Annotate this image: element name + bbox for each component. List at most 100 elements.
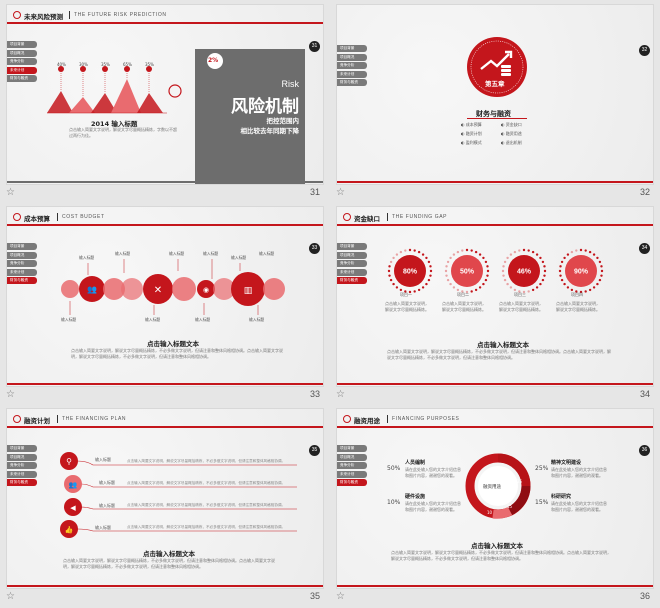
ring-dot xyxy=(413,249,416,252)
star-icon[interactable]: ☆ xyxy=(336,389,345,400)
nav-item[interactable]: 财务与融资 xyxy=(7,75,37,82)
slide-35-cell[interactable]: 融资计划 THE FINANCING PLAN 项目背景 项目概况 竞争分析 未… xyxy=(0,404,330,606)
nav-item-active[interactable]: 未来计划 xyxy=(7,66,37,74)
slide-31[interactable]: 未来风险预测 THE FUTURE RISK PREDICTION 项目背景 项… xyxy=(6,4,324,185)
ring-dot xyxy=(470,290,473,293)
ring-dot xyxy=(541,260,545,264)
star-icon[interactable]: ☆ xyxy=(336,187,345,198)
nav-item[interactable]: 未来计划 xyxy=(7,268,37,276)
body-text: 点击输入简要文字说明，解说文字尽量概括精炼，不必多做文字说明，但请注意和整体风格… xyxy=(71,348,283,359)
star-icon[interactable]: ☆ xyxy=(6,591,15,602)
slide-nav: 项目背景 项目概况 竞争分析 未来计划 财务与融资 xyxy=(337,243,367,286)
star-icon[interactable]: ☆ xyxy=(6,187,15,198)
chapter-item[interactable]: 融资计划 xyxy=(465,131,482,136)
ring-dot xyxy=(575,290,578,293)
body-text: 点击输入简要文字说明，解说文字尽量概括精炼，不必多做文字说明，但请注意和整体风格… xyxy=(63,558,275,569)
ring-dot xyxy=(543,265,546,268)
slide-31-cell[interactable]: 未来风险预测 THE FUTURE RISK PREDICTION 项目背景 项… xyxy=(0,0,330,202)
nav-item[interactable]: 项目概况 xyxy=(7,49,37,57)
ring-dot xyxy=(518,290,521,293)
nav-item[interactable]: 竞争分析 xyxy=(337,260,367,267)
slide-35[interactable]: 融资计划 THE FINANCING PLAN 项目背景 项目概况 竞争分析 未… xyxy=(6,408,324,589)
nav-item[interactable]: 竞争分析 xyxy=(7,260,37,267)
bubble-label: 输入标题 xyxy=(203,251,219,256)
slide-nav: 项目背景 项目概况 竞争分析 未来计划 财务与融资 xyxy=(7,41,37,84)
slide-33[interactable]: 成本预算 COST BUDGET 项目背景 项目概况 竞争分析 未来计划 财务与… xyxy=(6,206,324,387)
item-title: 科研研究 xyxy=(551,494,572,500)
users-icon: 👥 xyxy=(87,285,97,294)
risk-line2: 相比较去年同期下降 xyxy=(240,127,300,135)
ring-core xyxy=(565,255,597,287)
slide-34-cell[interactable]: 资金缺口 THE FUNDING GAP 项目背景 项目概况 竞争分析 未来计划… xyxy=(330,202,660,404)
slide-32-cell[interactable]: 项目背景 项目概况 竞争分析 未来计划 财务与融资 32 第五章 财务与融资 ◐… xyxy=(330,0,660,202)
nav-item[interactable]: 项目背景 xyxy=(7,243,37,250)
pct-label: 10% xyxy=(387,499,401,506)
page-badge: 34 xyxy=(639,243,650,254)
pct-label: 35% xyxy=(101,62,110,67)
nav-item[interactable]: 项目概况 xyxy=(7,453,37,461)
ring-dot xyxy=(506,282,509,286)
nav-item[interactable]: 未来计划 xyxy=(7,470,37,478)
donut-slice-label: 25 xyxy=(517,479,523,484)
nav-item-active[interactable]: 财务与融资 xyxy=(337,479,367,486)
ring-dot xyxy=(592,286,596,289)
ring-dot xyxy=(429,265,432,268)
slide-nav: 项目背景 项目概况 竞争分析 未来计划 财务与融资 xyxy=(337,45,367,88)
star-icon[interactable]: ☆ xyxy=(6,389,15,400)
star-icon[interactable]: ☆ xyxy=(336,591,345,602)
nav-item[interactable]: 项目概况 xyxy=(337,53,367,61)
header-subtitle: THE FINANCING PLAN xyxy=(62,416,127,422)
chapter-item[interactable]: 成本预算 xyxy=(465,122,482,127)
bubble-label: 输入标题 xyxy=(79,255,95,260)
speaker-icon: ◀ xyxy=(70,504,76,512)
ring-dot xyxy=(421,253,425,256)
risk-line1: 把控范围内 xyxy=(266,117,300,125)
nav-item[interactable]: 项目背景 xyxy=(337,445,367,452)
section-title: 点击输入标题文本 xyxy=(477,341,529,349)
nav-item[interactable]: 竞争分析 xyxy=(337,462,367,469)
slide-33-cell[interactable]: 成本预算 COST BUDGET 项目背景 项目概况 竞争分析 未来计划 财务与… xyxy=(0,202,330,404)
nav-item[interactable]: 项目背景 xyxy=(337,45,367,52)
nav-item[interactable]: 项目背景 xyxy=(337,243,367,250)
chapter-item[interactable]: 盈利模式 xyxy=(465,140,482,145)
row-text: 点击输入简要文字说明，解说文字尽量概括精炼，不必多做文字说明，但请注意和整体风格… xyxy=(127,503,286,507)
pct-label: 15% xyxy=(535,499,549,506)
nav-item[interactable]: 未来计划 xyxy=(337,470,367,478)
ring-value: 50% xyxy=(460,269,475,276)
ring-dot xyxy=(388,274,391,277)
ring-dot xyxy=(558,269,562,273)
row-text: 点击输入简要文字说明，解说文字尽量概括精炼，不必多做文字说明，但请注意和整体风格… xyxy=(127,525,286,529)
ring-dot xyxy=(445,265,448,268)
ring-dot xyxy=(584,290,587,293)
chapter-item[interactable]: 退出机制 xyxy=(505,140,522,145)
slide-32[interactable]: 项目背景 项目概况 竞争分析 未来计划 财务与融资 32 第五章 财务与融资 ◐… xyxy=(336,4,654,185)
search-icon: ⚲ xyxy=(66,457,72,466)
slide-34[interactable]: 资金缺口 THE FUNDING GAP 项目背景 项目概况 竞争分析 未来计划… xyxy=(336,206,654,387)
slide-36[interactable]: 融资用途 FINANCING PURPOSES 项目背景 项目概况 竞争分析 未… xyxy=(336,408,654,589)
pct-label: 30% xyxy=(79,62,88,67)
pct-label: 65% xyxy=(123,62,132,67)
nav-item[interactable]: 未来计划 xyxy=(337,70,367,78)
chapter-item[interactable]: 资金缺口 xyxy=(505,122,522,127)
nav-item[interactable]: 项目背景 xyxy=(7,445,37,452)
nav-item-active[interactable]: 财务与融资 xyxy=(7,479,37,486)
chapter-item[interactable]: 融资用途 xyxy=(505,131,522,136)
ring-dot xyxy=(482,256,485,260)
nav-item[interactable]: 财务与融资 xyxy=(337,79,367,86)
nav-item[interactable]: 竞争分析 xyxy=(7,58,37,65)
nav-item[interactable]: 项目概况 xyxy=(7,251,37,259)
nav-item[interactable]: 项目概况 xyxy=(337,453,367,461)
nav-item[interactable]: 项目背景 xyxy=(7,41,37,48)
nav-item-active[interactable]: 财务与融资 xyxy=(337,277,367,284)
ring-dot xyxy=(449,282,452,286)
nav-item[interactable]: 项目概况 xyxy=(337,251,367,259)
nav-item[interactable]: 竞争分析 xyxy=(7,462,37,469)
header-title: 成本预算 xyxy=(24,215,50,223)
ring-dot xyxy=(598,260,602,264)
slide-36-cell[interactable]: 融资用途 FINANCING PURPOSES 项目背景 项目概况 竞争分析 未… xyxy=(330,404,660,606)
ring-dot xyxy=(535,286,539,289)
page-number: 31 xyxy=(309,187,320,197)
nav-item-active[interactable]: 财务与融资 xyxy=(7,277,37,284)
nav-item[interactable]: 未来计划 xyxy=(337,268,367,276)
nav-item[interactable]: 竞争分析 xyxy=(337,62,367,69)
